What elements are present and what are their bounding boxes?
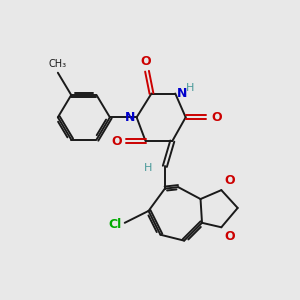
Text: H: H xyxy=(186,82,194,93)
Text: N: N xyxy=(125,111,135,124)
Text: O: O xyxy=(224,174,235,187)
Text: O: O xyxy=(224,230,235,243)
Text: O: O xyxy=(211,111,222,124)
Text: H: H xyxy=(144,163,153,173)
Text: Cl: Cl xyxy=(108,218,121,231)
Text: N: N xyxy=(177,87,187,100)
Text: O: O xyxy=(111,135,122,148)
Text: O: O xyxy=(140,55,151,68)
Text: CH₃: CH₃ xyxy=(49,59,67,69)
